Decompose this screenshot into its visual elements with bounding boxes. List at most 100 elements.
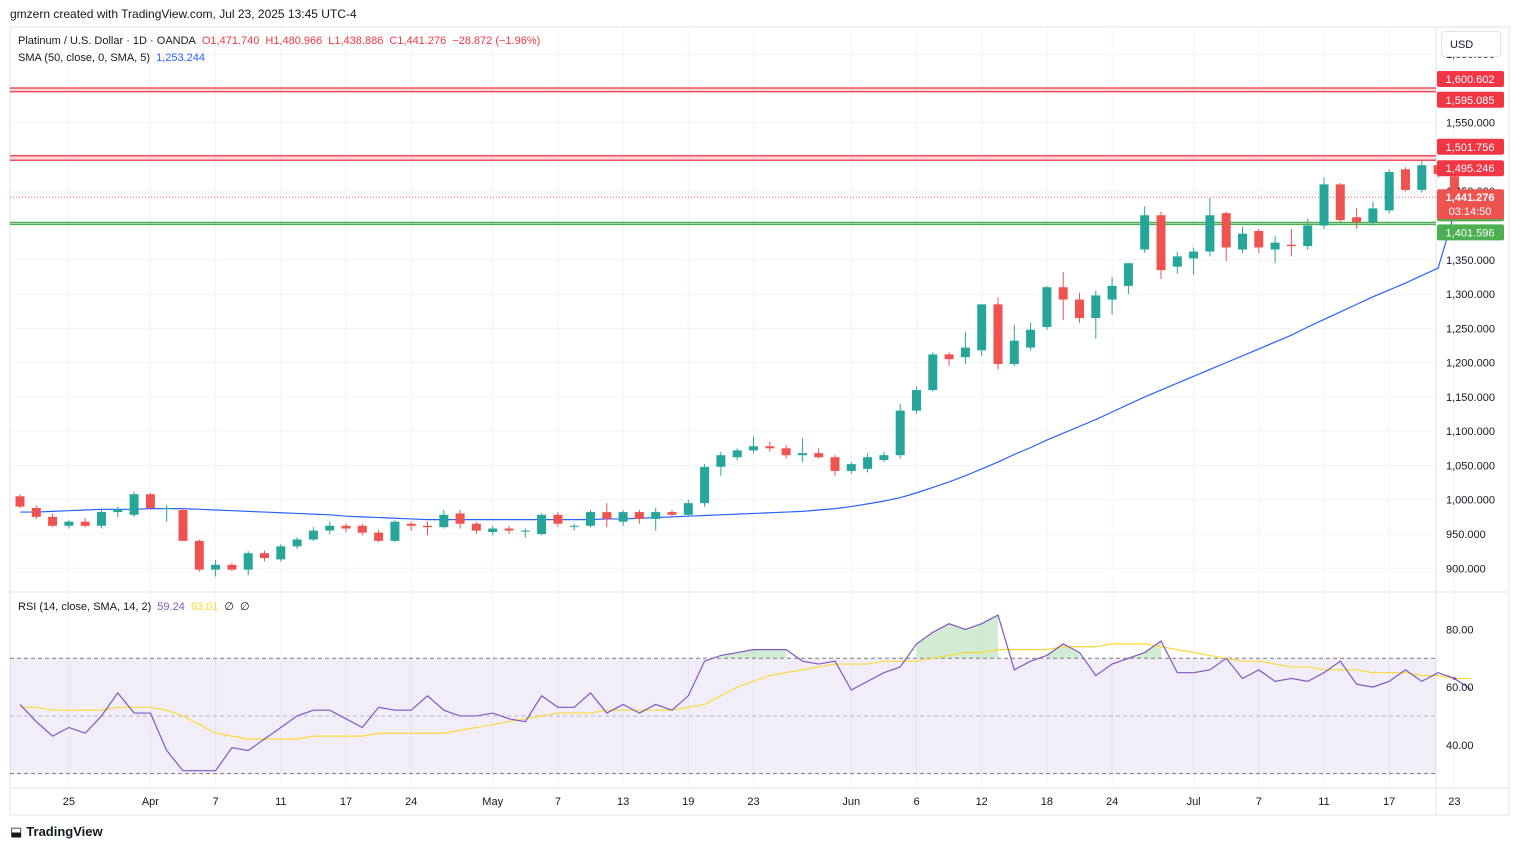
candle-body: [814, 453, 824, 458]
candle-body: [276, 546, 286, 560]
candle: [194, 539, 204, 572]
price-tick-label: 1,050.000: [1446, 460, 1495, 472]
time-tick-label: Jun: [842, 796, 860, 808]
candle: [1401, 167, 1410, 192]
candle-body: [1303, 225, 1313, 247]
candle: [1140, 206, 1150, 253]
candle: [960, 331, 970, 364]
candle: [390, 520, 400, 543]
horizontal-levels[interactable]: [10, 87, 1436, 226]
candle-body: [928, 354, 938, 391]
candle: [129, 491, 139, 517]
candle-body: [732, 450, 742, 458]
candle: [586, 510, 595, 528]
candle-body: [178, 510, 188, 541]
candle-body: [569, 525, 579, 527]
currency-button[interactable]: USD: [1441, 31, 1501, 57]
candle: [863, 453, 873, 473]
candle: [846, 462, 856, 474]
tradingview-logo[interactable]: ⬓ TradingView: [10, 824, 103, 840]
candle-body: [1319, 184, 1329, 226]
rsi-overbought-fill: [1046, 643, 1080, 659]
rsi-tick-label: 40.00: [1446, 740, 1474, 752]
price-tick-label: 900.000: [1446, 563, 1486, 575]
candle: [667, 510, 677, 517]
candle: [618, 510, 628, 526]
candle-body: [97, 512, 106, 526]
candle: [1026, 322, 1036, 351]
current-price-label: 1,441.276 03:14:50: [1437, 189, 1504, 220]
level-label-text: 1,495.246: [1446, 163, 1495, 175]
candle: [357, 523, 367, 536]
rsi-extra-2: ∅: [239, 601, 250, 613]
candle: [781, 444, 791, 459]
candle: [830, 455, 840, 476]
price-labels: 1,600.602 1,595.085 1,501.756 1,495.246 1,40…: [1437, 71, 1504, 680]
price-tick-label: 1,550.000: [1446, 118, 1495, 130]
candle-body: [325, 525, 335, 531]
candle: [1303, 218, 1313, 250]
candle-body: [879, 455, 889, 460]
candle: [341, 523, 351, 533]
candle: [292, 537, 302, 550]
price-tick-label: 1,000.000: [1446, 495, 1495, 507]
candle: [1189, 247, 1199, 275]
sma-value: 1,253.244: [156, 52, 205, 64]
candle: [537, 513, 547, 536]
price-change: −28.872 (−1.96%): [452, 35, 541, 47]
rsi-end-dot: [1452, 676, 1456, 680]
candle-body: [80, 521, 90, 526]
candle: [488, 525, 498, 536]
time-tick-label: 18: [1041, 796, 1053, 808]
candle: [520, 528, 530, 538]
candle: [1238, 226, 1247, 253]
candle-body: [1009, 340, 1019, 364]
candle: [1058, 272, 1068, 321]
candle: [569, 523, 579, 531]
candle-body: [1058, 287, 1068, 300]
candle-body: [1042, 287, 1052, 327]
candle-body: [406, 523, 416, 526]
price-tick-label: 1,300.000: [1446, 289, 1495, 301]
level-label-box: [1437, 160, 1504, 177]
resistance-zone-fill: [10, 155, 1436, 161]
candle: [1368, 201, 1378, 226]
candle: [1254, 228, 1264, 253]
time-tick-label: 12: [976, 796, 988, 808]
candle: [879, 451, 889, 463]
candle: [895, 403, 905, 459]
time-tick-label: May: [482, 796, 503, 808]
candle-body: [194, 540, 204, 570]
rsi-label: RSI (14, close, SMA, 14, 2): [18, 601, 152, 613]
candle: [1009, 324, 1019, 367]
candle: [308, 527, 318, 541]
candle-body: [390, 521, 400, 541]
rsi-pane[interactable]: [10, 614, 1472, 775]
candle-body: [145, 494, 155, 508]
time-tick-label: Jul: [1187, 796, 1201, 808]
candle-body: [504, 528, 514, 531]
candle-body: [683, 503, 693, 515]
rsi-overbought-fill: [1128, 641, 1161, 659]
candle: [651, 507, 661, 531]
candle-body: [211, 564, 221, 570]
creator-caption: gmzern created with TradingView.com, Jul…: [10, 7, 357, 21]
candle-body: [423, 525, 432, 528]
candle-body: [341, 525, 351, 529]
candle: [1335, 183, 1345, 223]
sma-line[interactable]: [20, 213, 1455, 521]
time-tick-label: 17: [1383, 796, 1395, 808]
level-label-text: 1,401.596: [1446, 227, 1495, 239]
time-tick-label: 7: [1256, 796, 1262, 808]
candle-body: [1449, 176, 1459, 198]
time-tick-label: 24: [1106, 796, 1118, 808]
candle-body: [537, 514, 547, 535]
candle: [471, 521, 481, 535]
time-tick-label: 25: [63, 796, 75, 808]
candle-body: [912, 390, 921, 411]
candle-body: [1384, 172, 1394, 211]
candle-body: [455, 513, 465, 524]
candle-body: [1026, 329, 1036, 348]
candles[interactable]: [15, 160, 1459, 577]
